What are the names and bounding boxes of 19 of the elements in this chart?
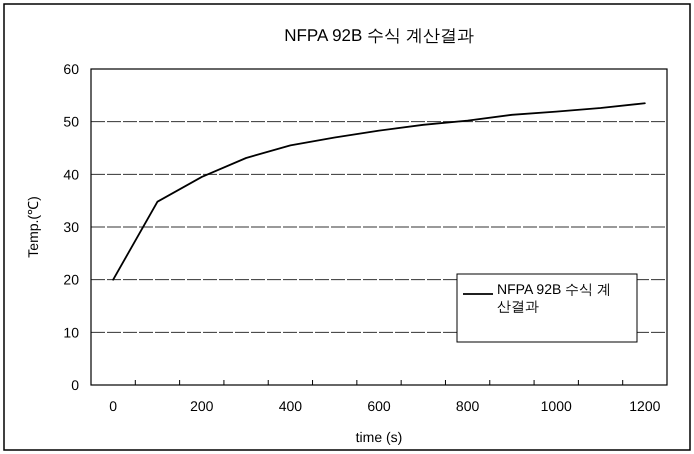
x-axis-title: time (s) xyxy=(356,429,402,445)
x-tick-label: 200 xyxy=(190,398,214,414)
line-series xyxy=(112,102,646,281)
x-tick-label: 1200 xyxy=(629,398,661,414)
y-tick-label: 0 xyxy=(71,377,80,393)
y-tick-label: 40 xyxy=(63,166,80,182)
y-tick-label: 10 xyxy=(63,324,80,340)
y-tick-label: 30 xyxy=(63,219,80,235)
x-tick-label: 1000 xyxy=(540,398,572,414)
y-tick-label: 50 xyxy=(63,114,80,130)
x-tick-label: 0 xyxy=(109,398,118,414)
chart-title: NFPA 92B 수식 계산결과 xyxy=(284,26,474,45)
x-tick-label: 400 xyxy=(278,398,302,414)
y-axis-title: Temp.(℃) xyxy=(25,196,41,258)
x-tick-label: 800 xyxy=(456,398,480,414)
y-tick-label: 60 xyxy=(63,61,80,77)
x-tick-label: 600 xyxy=(367,398,391,414)
legend-label: NFPA 92B 수식 계산결과 xyxy=(497,281,612,315)
y-tick-label: 20 xyxy=(63,272,80,288)
